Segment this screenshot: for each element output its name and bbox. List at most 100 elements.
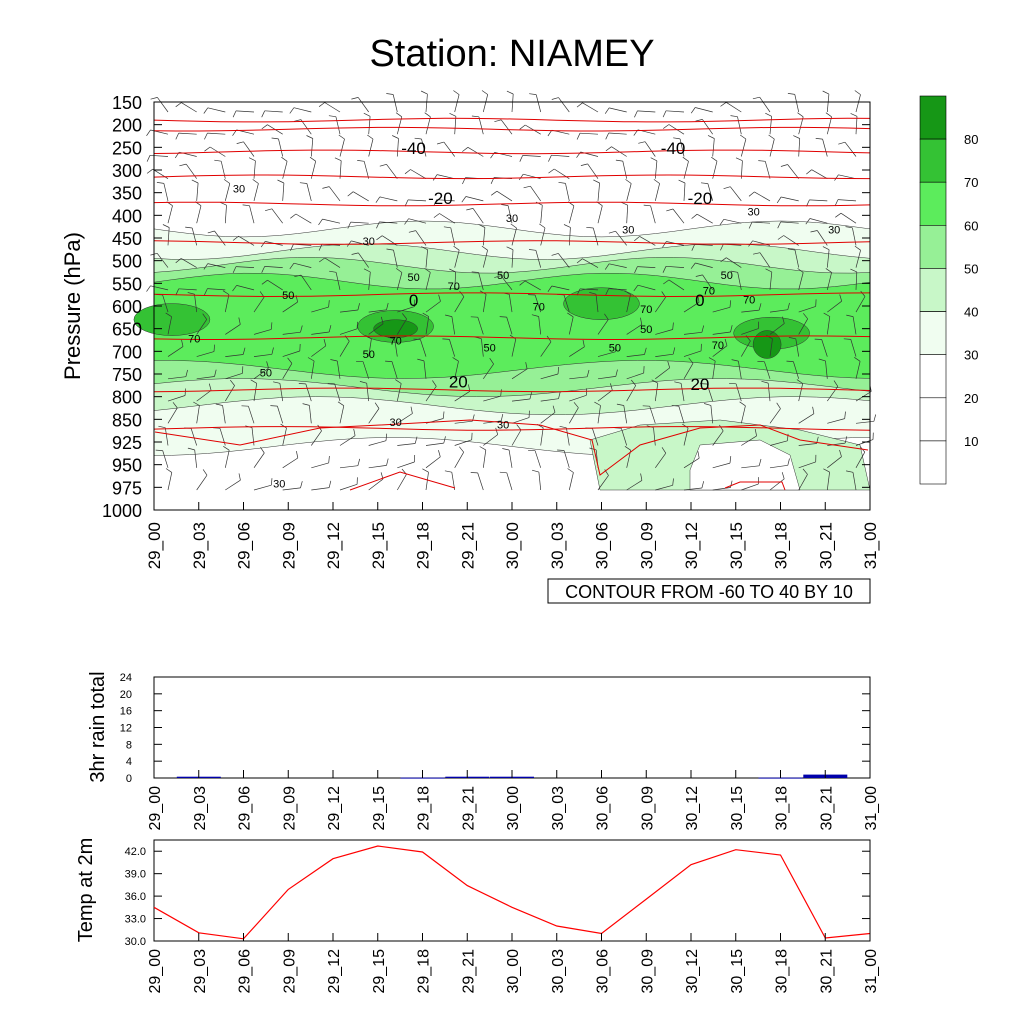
wind-barb [608, 230, 616, 234]
wind-barb [334, 157, 342, 162]
wind-barb [374, 402, 380, 409]
wind-barb [190, 428, 198, 446]
wind-barb [781, 472, 785, 480]
wind-barb [387, 336, 395, 340]
wind-barb [534, 450, 542, 468]
wind-barb [357, 97, 369, 113]
wind-barb [422, 312, 429, 317]
wind-barb [525, 362, 528, 370]
time-tick-label: 30_12 [682, 522, 701, 569]
wind-barb [196, 182, 199, 201]
time-tick-label: 29_18 [414, 522, 433, 569]
temperature-tick-label: 30.0 [125, 936, 146, 948]
wind-barb [826, 272, 832, 290]
wind-barb [683, 487, 702, 491]
wind-barb [202, 313, 207, 320]
pressure-tick-label: 600 [112, 297, 142, 317]
wind-barb [551, 253, 559, 256]
time-tick-label: 29_03 [190, 522, 209, 569]
wind-barb [640, 317, 643, 325]
wind-barb [253, 329, 272, 335]
wind-barb [605, 132, 610, 140]
wind-barb [483, 420, 502, 424]
wind-barb [181, 339, 184, 347]
wind-barb [449, 268, 456, 273]
wind-barb [730, 115, 738, 118]
wind-barb [508, 449, 513, 468]
wind-barb [253, 160, 256, 179]
wind-barb [385, 360, 393, 362]
wind-barb [528, 249, 536, 251]
time-tick-label: 29_09 [279, 522, 298, 569]
wind-barb [379, 221, 398, 224]
wind-barb [478, 224, 486, 228]
wind-barb [568, 227, 571, 246]
wind-barb [531, 314, 539, 317]
wind-barb [518, 173, 524, 181]
wind-barb [238, 235, 255, 246]
wind-barb [615, 159, 623, 162]
wind-barb [157, 97, 169, 113]
wind-barb [668, 279, 685, 291]
upper-air-panel: -40 -40 -20 -20 0 0 20 20 30 30 30 30 30 30 30 30 30 50 50… [60, 90, 880, 604]
wind-barb [242, 347, 246, 355]
wind-barb [662, 110, 667, 118]
wind-barb [425, 301, 441, 313]
wind-barb [563, 224, 571, 228]
wind-barb [845, 226, 853, 229]
wind-barb [723, 218, 742, 224]
wind-barb [855, 116, 858, 135]
wind-barb [346, 240, 352, 247]
wind-barb [809, 199, 828, 202]
time-tick-label: 30_03 [550, 949, 567, 994]
wind-barb [823, 312, 830, 317]
wind-barb [265, 208, 272, 212]
wind-barb [425, 94, 428, 113]
time-tick-label: 31_00 [863, 786, 880, 831]
wind-barb [328, 115, 336, 118]
humidity-contour-label: 70 [188, 333, 200, 345]
wind-barb [253, 383, 258, 402]
wind-barb [826, 472, 830, 491]
wind-barb [786, 360, 794, 362]
wind-barb [633, 284, 639, 292]
wind-barb [300, 325, 303, 333]
wind-barb [368, 138, 374, 157]
humidity-contour-label: 30 [622, 225, 634, 237]
wind-barb [482, 449, 487, 468]
colorbar-tick-label: 20 [964, 391, 978, 406]
wind-barb [764, 161, 771, 179]
wind-barb [724, 338, 728, 346]
wind-barb [506, 472, 513, 491]
wind-barb [278, 138, 284, 157]
wind-barb [290, 244, 294, 251]
wind-barb [396, 318, 407, 335]
wind-barb [334, 383, 341, 402]
wind-barb [712, 345, 728, 357]
wind-barb [327, 382, 335, 385]
wind-barb [318, 102, 325, 107]
time-tick-label: 30_09 [639, 949, 656, 994]
wind-barb [311, 306, 329, 313]
wind-barb [712, 462, 731, 469]
wind-barb [404, 169, 411, 175]
wind-barb [567, 468, 574, 473]
wind-barb [511, 93, 514, 113]
wind-barb [249, 205, 255, 224]
wind-barb [238, 317, 241, 325]
wind-barb [667, 361, 671, 369]
time-tick-label: 29_15 [369, 522, 388, 569]
time-tick-label: 29_09 [281, 786, 298, 831]
wind-barb [812, 406, 815, 414]
wind-barb [225, 372, 243, 380]
temperature-contour [153, 335, 871, 340]
wind-barb [873, 414, 877, 422]
wind-barb [623, 405, 628, 424]
wind-barb [644, 347, 647, 355]
temperature-plot-frame [153, 839, 871, 942]
time-tick-label: 30_06 [595, 949, 612, 994]
wind-barb [207, 132, 226, 135]
colorbar: 80 70 60 50 40 30 20 10 [919, 95, 978, 485]
wind-barb [769, 271, 773, 290]
humidity-contour-label: 30 [389, 417, 401, 429]
